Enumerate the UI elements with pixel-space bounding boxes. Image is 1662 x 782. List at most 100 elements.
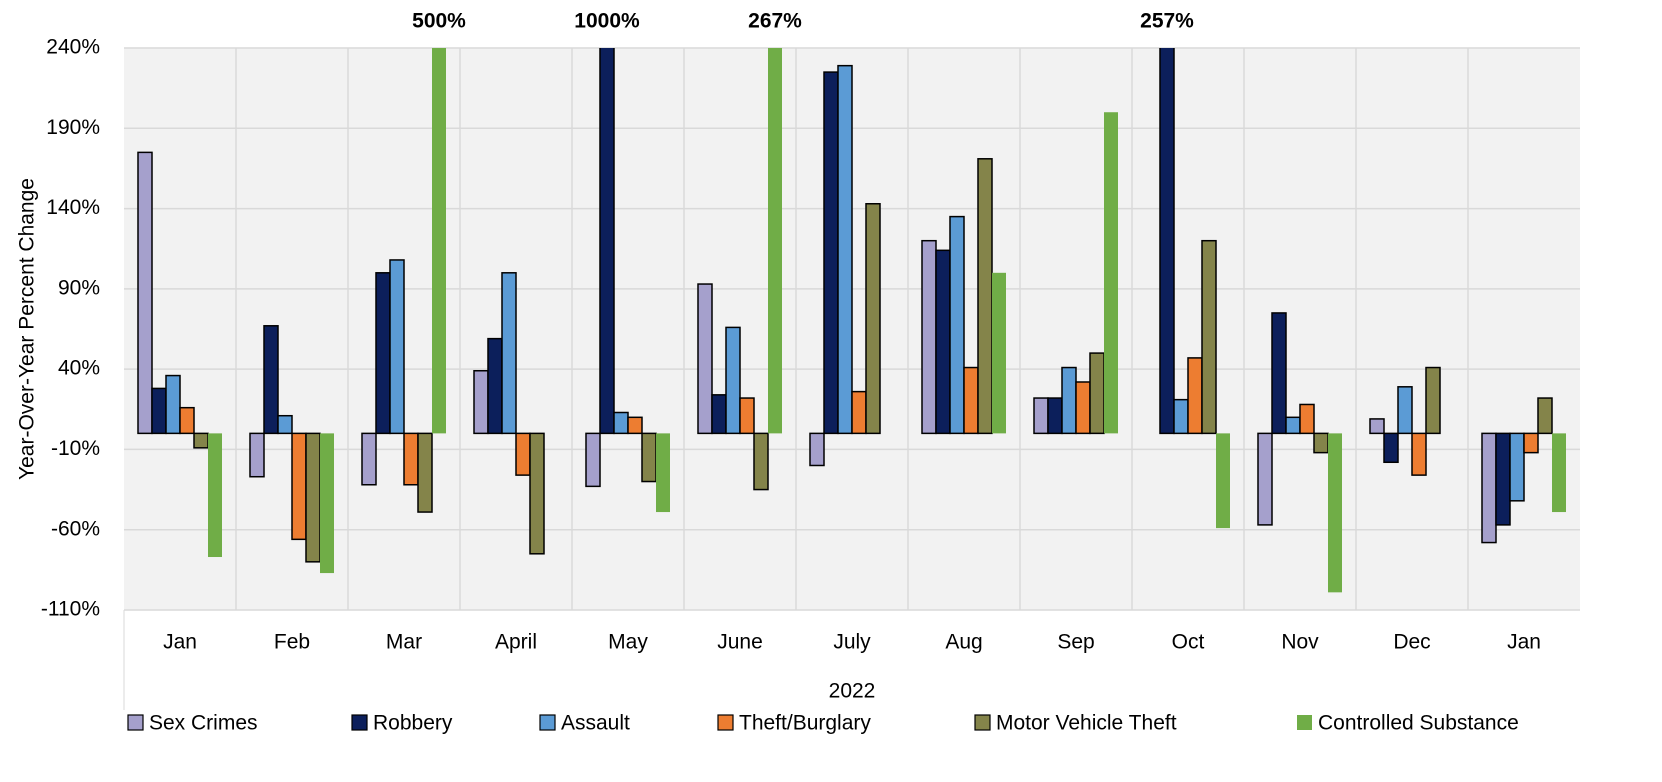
y-tick-label: 40%	[58, 357, 100, 380]
bar	[1201, 239, 1217, 435]
bar	[599, 48, 615, 435]
y-tick-label: 90%	[58, 276, 100, 299]
bar	[389, 259, 405, 435]
legend-swatch	[974, 714, 991, 731]
y-tick-label: 140%	[46, 196, 100, 219]
bar	[641, 432, 657, 483]
legend-swatch	[351, 714, 368, 731]
bar	[473, 369, 489, 435]
bar	[697, 283, 713, 435]
bar	[963, 366, 979, 435]
y-tick-label: -10%	[51, 437, 100, 460]
bar	[768, 48, 782, 434]
legend-swatch	[127, 714, 144, 731]
bar	[1285, 416, 1301, 435]
legend-label: Motor Vehicle Theft	[996, 712, 1177, 735]
bar	[1383, 432, 1399, 464]
bar	[809, 432, 825, 467]
bar	[1495, 432, 1511, 526]
bar	[165, 374, 181, 435]
legend-label: Robbery	[373, 712, 453, 735]
value-label: 267%	[748, 10, 802, 33]
legend-label: Sex Crimes	[149, 712, 258, 735]
bar	[613, 411, 629, 435]
x-tick-label: Jan	[163, 631, 197, 654]
value-label: 257%	[1140, 10, 1194, 33]
bar	[1313, 432, 1329, 454]
bar	[529, 432, 545, 555]
bar	[935, 249, 951, 435]
x-tick-label: July	[833, 631, 871, 654]
x-tick-label: Nov	[1281, 631, 1319, 654]
bar	[711, 394, 727, 435]
bar	[417, 432, 433, 513]
legend-swatch	[539, 714, 556, 731]
bar	[1187, 357, 1203, 435]
bar	[1397, 386, 1413, 435]
legend-swatch	[717, 714, 734, 731]
bar	[403, 432, 419, 486]
bar	[1075, 381, 1091, 435]
legend-label: Controlled Substance	[1318, 712, 1519, 735]
bars	[137, 48, 1566, 593]
bar	[137, 151, 153, 435]
bar	[823, 71, 839, 435]
x-tick-label: Sep	[1057, 631, 1094, 654]
y-axis-label: Year-Over-Year Percent Change	[16, 178, 39, 480]
bar	[432, 48, 446, 434]
bar	[208, 433, 222, 558]
value-label: 1000%	[574, 10, 640, 33]
y-tick-label: 190%	[46, 116, 100, 139]
y-tick-label: -110%	[41, 598, 100, 621]
x-axis-label: 2022	[829, 680, 876, 703]
bar	[753, 432, 769, 491]
bar	[1411, 432, 1427, 476]
bar	[1216, 433, 1230, 529]
x-tick-label: Aug	[945, 631, 982, 654]
bar	[1089, 352, 1105, 435]
bar	[921, 239, 937, 435]
bar	[656, 433, 670, 513]
bar	[739, 397, 755, 435]
x-tick-label: Oct	[1172, 631, 1205, 654]
bar	[837, 64, 853, 435]
bar	[1047, 397, 1063, 435]
y-tick-label: -60%	[51, 517, 100, 540]
legend-label: Assault	[561, 712, 630, 735]
bar	[1271, 312, 1287, 435]
bar	[151, 387, 167, 435]
bar	[1509, 432, 1525, 502]
bar	[193, 432, 209, 449]
bar	[263, 325, 279, 435]
bar	[515, 432, 531, 476]
bar	[291, 432, 307, 541]
x-tick-label: Mar	[386, 631, 422, 654]
x-tick-label: Jan	[1507, 631, 1541, 654]
bar	[1299, 403, 1315, 435]
bar	[1537, 397, 1553, 435]
bar	[725, 326, 741, 435]
bar	[375, 272, 391, 435]
bar	[585, 432, 601, 488]
bar	[1369, 418, 1385, 435]
bar	[1552, 433, 1566, 513]
x-tick-label: June	[717, 631, 763, 654]
bar	[627, 416, 643, 435]
bar	[949, 215, 965, 435]
bar	[1104, 112, 1118, 434]
bar	[1257, 432, 1273, 526]
value-label: 500%	[412, 10, 466, 33]
x-tick-label: May	[608, 631, 648, 654]
bar	[977, 158, 993, 435]
bar	[865, 203, 881, 435]
bar	[851, 390, 867, 435]
bar	[992, 272, 1006, 434]
legend-swatch	[1297, 715, 1312, 730]
bar	[1173, 398, 1189, 435]
bar	[1425, 366, 1441, 435]
bar	[277, 414, 293, 435]
bar	[501, 272, 517, 435]
y-tick-label: 240%	[46, 36, 100, 59]
bar	[1159, 48, 1175, 435]
